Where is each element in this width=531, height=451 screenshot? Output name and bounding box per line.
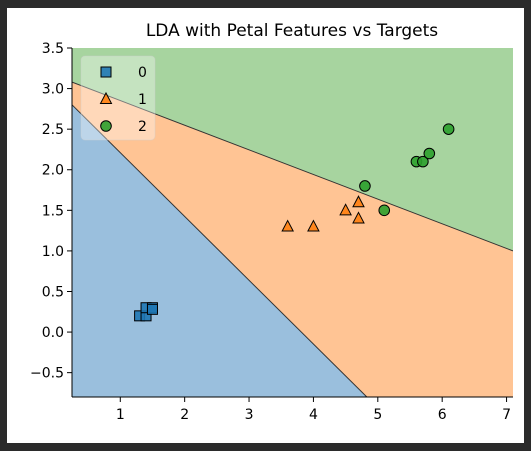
x-axis-ticks: 1 2 3 4 5 6 7 [116,397,511,423]
y-axis-ticks: −0.5 0.0 0.5 1.0 1.5 2.0 2.5 3.0 3.5 [30,41,72,382]
legend-label-1: 1 [138,92,147,108]
legend-marker-0 [100,66,112,78]
point-class-1-4 [352,211,365,224]
legend-label-2: 2 [138,119,147,135]
x-tick-label: 5 [373,407,382,423]
data-points [134,123,455,322]
y-tick-label: 1.0 [42,244,64,260]
legend-box [80,55,156,141]
legend-label-0: 0 [138,65,147,81]
legend: 0 1 2 [80,55,156,141]
x-tick-label: 3 [245,407,254,423]
y-tick-label: 0.0 [42,325,64,341]
y-tick-label: 2.0 [42,163,64,179]
point-class-2-1 [378,204,391,217]
point-class-2-0 [359,180,371,192]
y-tick-label: 3.5 [42,41,64,57]
y-tick-label: 0.5 [42,284,64,300]
point-class-1-0 [281,219,294,232]
x-tick-label: 6 [438,407,447,423]
decision-boundaries [72,81,513,397]
chart-title: LDA with Petal Features vs Targets [146,21,438,41]
x-tick-label: 1 [116,407,125,423]
legend-marker-2 [100,120,112,132]
x-tick-label: 2 [180,407,189,423]
boundary-0-1 [72,104,368,397]
axes [71,48,513,398]
point-class-1-2 [339,203,352,216]
point-class-1-1 [307,219,320,232]
point-class-1-3 [352,195,365,208]
point-class-2-4 [423,147,436,160]
point-class-2-3 [417,155,429,168]
y-tick-label: 3.0 [42,82,64,98]
y-tick-label: −0.5 [30,366,64,382]
point-class-0-4 [146,303,158,315]
x-tick-label: 7 [502,407,511,423]
point-class-2-5 [442,123,455,135]
legend-marker-1 [99,91,113,104]
y-tick-label: 1.5 [42,203,64,219]
boundary-1-2 [72,81,513,252]
region-class-2 [72,48,513,251]
x-tick-label: 4 [309,407,318,423]
y-tick-label: 2.5 [42,122,64,138]
